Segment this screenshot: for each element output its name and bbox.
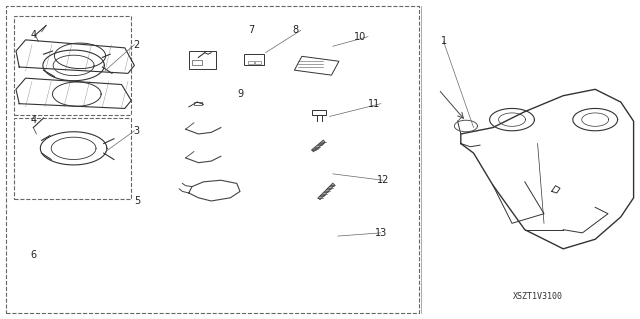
Text: 2: 2 — [133, 40, 140, 50]
Text: 5: 5 — [134, 196, 140, 206]
Bar — [255, 61, 261, 64]
Bar — [294, 56, 339, 75]
Bar — [244, 54, 264, 65]
Bar — [312, 110, 326, 115]
Bar — [248, 61, 254, 64]
Bar — [194, 102, 202, 105]
Bar — [189, 51, 216, 69]
Text: 4: 4 — [31, 115, 37, 125]
Text: 13: 13 — [374, 228, 387, 238]
Text: 6: 6 — [31, 250, 37, 260]
Text: 10: 10 — [353, 32, 366, 42]
Text: 11: 11 — [368, 99, 381, 109]
Text: 3: 3 — [133, 126, 140, 136]
Text: 12: 12 — [376, 175, 389, 185]
Text: 9: 9 — [237, 89, 243, 99]
Text: 8: 8 — [292, 25, 298, 35]
Text: XSZT1V3100: XSZT1V3100 — [513, 292, 563, 301]
Text: 4: 4 — [31, 30, 37, 40]
Bar — [192, 60, 202, 65]
Text: 1: 1 — [440, 36, 447, 47]
Text: 7: 7 — [248, 25, 255, 35]
